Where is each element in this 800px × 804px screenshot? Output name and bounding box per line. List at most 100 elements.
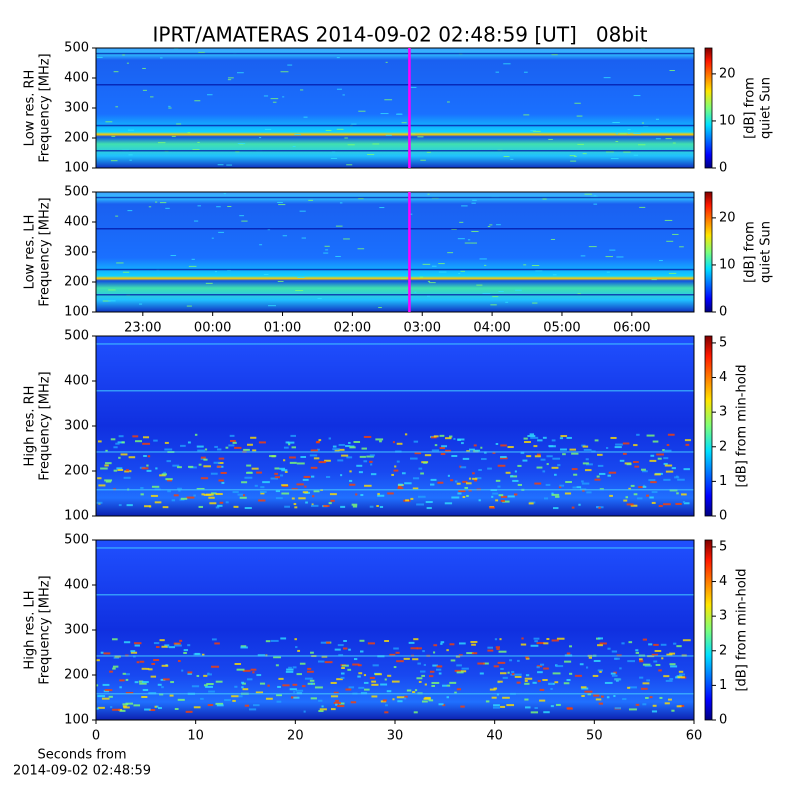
spectrogram-texture [122,672,126,675]
spectrogram-texture [401,472,406,475]
spectrogram-texture [412,487,419,490]
spectrogram-texture [288,443,291,446]
spectrogram-texture [474,449,481,452]
spectrogram-texture [191,685,200,688]
spectrogram-texture [117,468,124,471]
spectrogram-texture [319,708,327,711]
spectrogram-texture [669,678,674,681]
spectrogram-texture [277,201,283,203]
colorbar-tick-label: 3 [719,609,727,624]
spectrogram-texture [614,707,622,710]
x-tick-label: 0 [92,729,100,744]
spectrogram-texture [215,680,223,683]
spectrogram-texture [429,675,434,678]
spectrogram-texture [666,653,673,656]
spectrogram-texture [525,674,530,677]
spectrogram-texture [597,453,603,456]
spectrogram-texture [340,474,343,477]
spectrogram-texture [438,672,442,675]
spectrogram-texture [318,439,322,442]
spectrogram-texture [511,673,515,676]
spectrogram-texture [581,687,589,690]
colorbar-tick-label: 4 [719,574,727,589]
spectrogram-texture [196,674,200,677]
spectrogram-texture [641,122,645,124]
spectrogram-texture [239,215,244,217]
spectrogram-texture [637,144,646,146]
spectrogram-texture [433,644,438,647]
spectrogram-texture [673,642,677,645]
spectrogram-texture [105,480,112,483]
spectrogram-texture [150,675,157,678]
spectrogram-texture [364,484,372,487]
spectrogram-texture [528,502,534,505]
spectrogram-texture [382,699,387,702]
spectrogram-texture [360,494,364,497]
y-tick-label: 500 [64,41,89,56]
spectrogram-texture [105,449,108,452]
spectrogram-texture [342,647,348,650]
spectrogram-texture [379,207,385,209]
spectrogram-texture [418,467,423,470]
x-tick-label: 02:00 [334,321,371,336]
spectrogram-texture [346,456,353,459]
spectrogram-texture [349,446,356,449]
spectrogram-texture [275,497,283,500]
spectrogram-texture [239,496,247,499]
spectrogram-texture [563,682,570,685]
spectrogram-texture [447,252,454,254]
spectrogram-texture [610,158,619,160]
spectrogram-texture [170,255,177,257]
spectrogram-texture [523,264,527,266]
spectrogram-texture [163,471,166,474]
y-tick-label: 500 [64,185,89,200]
spectrogram-texture [500,705,506,708]
spectrogram-texture [341,667,345,670]
spectrogram-texture [440,642,443,645]
spectrogram-texture [307,667,312,670]
spectrogram-texture [308,199,314,201]
spectrogram-texture [312,495,315,498]
spectrogram-texture [277,280,284,282]
colorbar-label: quiet Sun [759,77,774,139]
spectrogram-texture [275,664,279,667]
spectrogram-texture [249,708,257,711]
spectrogram-texture [97,695,106,698]
spectrogram-texture [552,274,557,276]
spectrogram-texture [115,106,119,108]
spectrogram-texture [650,454,655,457]
spectrogram-texture [304,485,307,488]
spectrogram-texture [127,129,135,131]
spectrogram-texture [635,649,639,652]
spectrogram-texture [679,246,684,248]
y-tick-label: 200 [64,668,89,683]
spectrogram-texture [672,142,676,144]
spectrogram-texture [657,457,662,460]
spectrogram-texture [180,444,186,447]
spectrogram-texture [174,48,179,50]
spectrogram-texture [317,298,322,300]
spectrogram-texture [684,439,692,442]
spectrogram-texture [663,478,671,481]
spectrogram-texture [291,497,295,500]
spectrogram-texture [552,457,561,460]
spectrogram-texture [499,457,508,460]
spectrogram-texture [161,686,164,689]
spectrogram-texture [576,486,582,489]
spectrogram-texture [358,198,364,200]
spectrogram-texture [325,476,331,479]
colorbar-tick-label: 0 [719,161,727,176]
spectrogram-texture [593,694,600,697]
spectrogram-texture [335,255,341,257]
spectrogram-texture [534,640,538,643]
spectrogram-texture [586,491,592,494]
spectrogram-texture [530,130,536,132]
spectrogram-texture [123,476,131,479]
spectrogram-texture [284,470,288,473]
spectrogram-texture [478,499,481,502]
spectrogram-texture [593,659,601,662]
spectrogram-texture [270,477,278,480]
spectrogram-texture [461,667,469,670]
spectrogram-texture [198,505,204,508]
spectrogram-texture [507,671,510,674]
